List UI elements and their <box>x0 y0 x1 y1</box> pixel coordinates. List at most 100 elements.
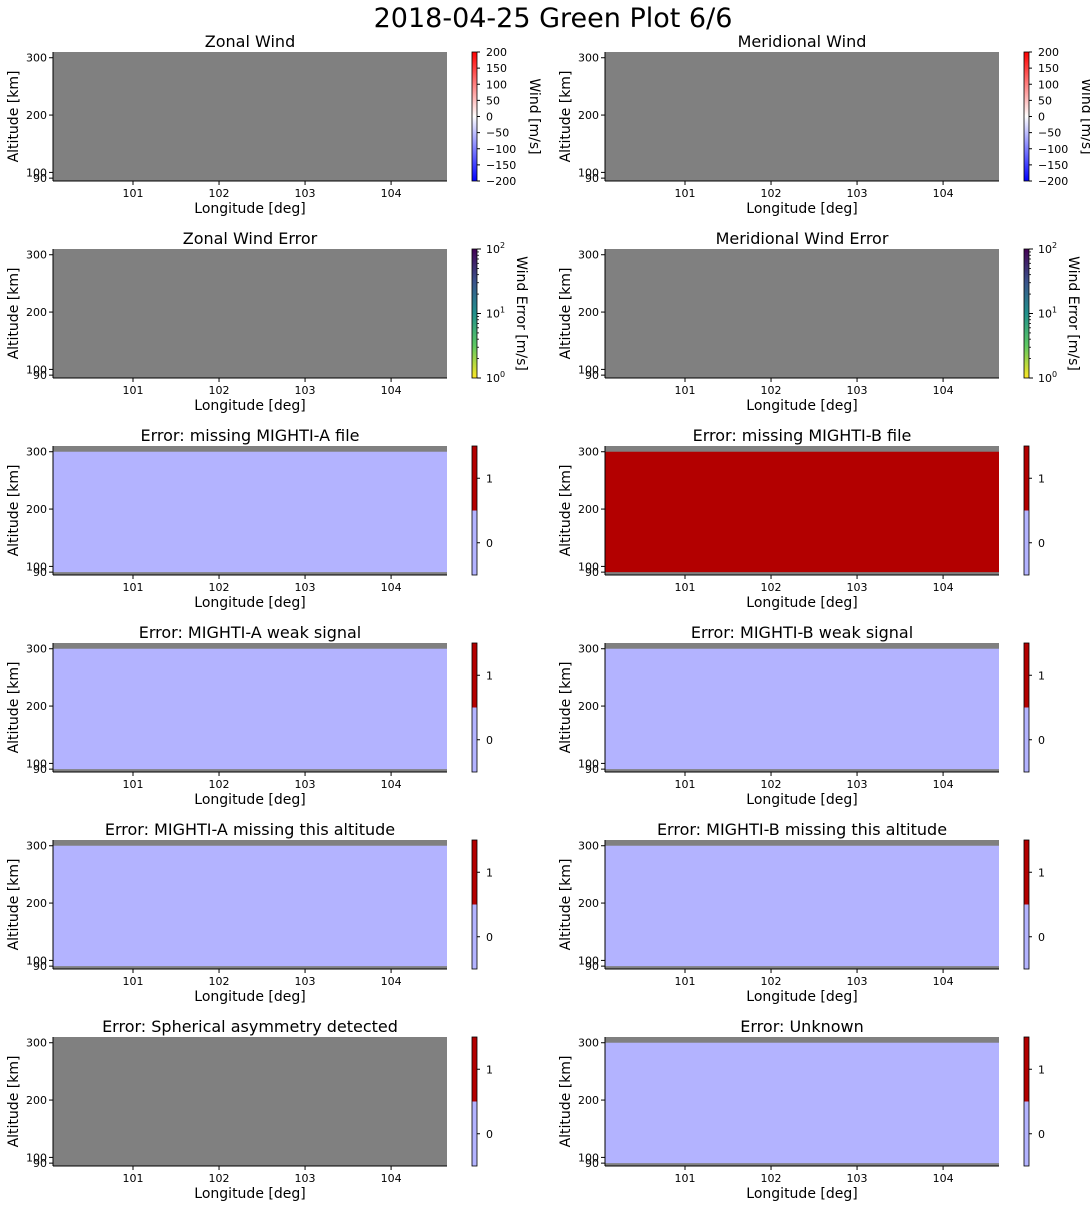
subplot-7: Error: MIGHTI-B weak signal3002001009010… <box>558 623 1045 808</box>
y-tick-label: 100 <box>578 954 599 967</box>
data-band <box>605 451 999 573</box>
colorbar-label: Wind Error [m/s] <box>1065 256 1081 371</box>
x-tick-label: 102 <box>761 975 782 988</box>
y-axis-label: Altitude [km] <box>6 268 22 360</box>
x-tick-label: 102 <box>209 975 230 988</box>
y-tick-label: 100 <box>26 363 47 376</box>
subplot-4: Error: missing MIGHTI-A file300200100901… <box>6 426 493 611</box>
subplot-title: Error: MIGHTI-A missing this altitude <box>105 820 395 839</box>
colorbar-segment-1 <box>472 643 477 708</box>
colorbar-tick-label: −150 <box>1038 159 1068 172</box>
colorbar-tick-label: 0 <box>486 734 493 747</box>
colorbar: 10 <box>471 839 493 970</box>
x-tick-label: 101 <box>675 384 696 397</box>
subplot-title: Meridional Wind <box>738 32 867 51</box>
colorbar: 10 <box>471 1036 493 1167</box>
x-tick-label: 103 <box>847 975 868 988</box>
colorbar-tick-label: 1 <box>486 1063 493 1076</box>
y-tick-label: 90 <box>33 1157 47 1170</box>
y-tick-label: 200 <box>578 306 599 319</box>
y-axis-label: Altitude [km] <box>6 465 22 557</box>
subplot-title: Error: MIGHTI-B weak signal <box>691 623 913 642</box>
x-tick-label: 103 <box>295 778 316 791</box>
colorbar-segment-0 <box>472 707 477 772</box>
y-tick-label: 100 <box>578 363 599 376</box>
nodata-background <box>605 249 999 378</box>
y-tick-label: 300 <box>578 1037 599 1050</box>
subplot-title: Error: MIGHTI-B missing this altitude <box>657 820 947 839</box>
x-tick-label: 104 <box>933 1172 954 1185</box>
colorbar: 102 101 100 Wind Error [m/s] <box>1023 241 1081 385</box>
colorbar-segment-1 <box>472 446 477 511</box>
colorbar-tick-label: 0 <box>1038 1128 1045 1141</box>
x-axis-label: Longitude [deg] <box>746 989 857 1005</box>
colorbar-tick-label: 0 <box>1038 111 1045 124</box>
x-tick-label: 104 <box>381 778 402 791</box>
colorbar-segment-0 <box>1024 510 1029 575</box>
colorbar-tick-label: −50 <box>486 127 509 140</box>
colorbar-tick-label: −200 <box>1038 175 1068 188</box>
x-axis-label: Longitude [deg] <box>746 595 857 611</box>
colorbar-frame <box>1023 642 1030 773</box>
x-tick-label: 101 <box>675 778 696 791</box>
colorbar-gradient <box>471 248 478 379</box>
colorbar: 10 <box>1023 642 1045 773</box>
data-band <box>53 648 447 770</box>
colorbar-tick-label: −200 <box>486 175 516 188</box>
colorbar-tick-label: 101 <box>486 306 505 321</box>
subplot-title: Meridional Wind Error <box>716 229 889 248</box>
nodata-background <box>53 249 447 378</box>
colorbar-segment-0 <box>1024 707 1029 772</box>
y-tick-label: 200 <box>578 1094 599 1107</box>
colorbar-segment-0 <box>472 1101 477 1166</box>
y-tick-label: 200 <box>578 109 599 122</box>
x-tick-label: 103 <box>847 581 868 594</box>
colorbar-frame <box>1023 839 1030 970</box>
colorbar-segment-1 <box>1024 643 1029 708</box>
colorbar-label: Wind [m/s] <box>1078 78 1090 154</box>
x-axis-label: Longitude [deg] <box>194 1186 305 1202</box>
y-tick-label: 300 <box>26 249 47 262</box>
x-tick-label: 102 <box>761 1172 782 1185</box>
colorbar-segment-1 <box>1024 446 1029 511</box>
colorbar-label: Wind [m/s] <box>526 78 542 154</box>
colorbar-tick-label: 100 <box>486 370 505 385</box>
subplot-title: Zonal Wind Error <box>183 229 318 248</box>
colorbar-tick-label: 1 <box>486 866 493 879</box>
x-axis-label: Longitude [deg] <box>194 398 305 414</box>
colorbar-tick-label: 150 <box>1038 62 1059 75</box>
y-tick-label: 200 <box>26 503 47 516</box>
subplot-5: Error: missing MIGHTI-B file300200100901… <box>558 426 1045 611</box>
y-tick-label: 100 <box>578 1151 599 1164</box>
y-tick-label: 200 <box>26 306 47 319</box>
subplot-title: Error: Unknown <box>740 1017 863 1036</box>
data-band <box>605 845 999 967</box>
data-band <box>605 648 999 770</box>
colorbar: 102 101 100 Wind Error [m/s] <box>471 241 529 385</box>
colorbar: 10 <box>1023 1036 1045 1167</box>
subplot-title: Error: Spherical asymmetry detected <box>102 1017 398 1036</box>
colorbar-gradient <box>1023 248 1030 379</box>
colorbar-gradient <box>471 51 478 182</box>
x-tick-label: 104 <box>933 384 954 397</box>
y-axis-label: Altitude [km] <box>6 662 22 754</box>
x-tick-label: 102 <box>761 778 782 791</box>
subplot-title: Error: missing MIGHTI-B file <box>693 426 912 445</box>
y-tick-label: 300 <box>26 840 47 853</box>
y-tick-label: 100 <box>26 166 47 179</box>
colorbar-tick-label: 102 <box>486 241 505 256</box>
x-tick-label: 101 <box>123 384 144 397</box>
colorbar-frame <box>471 642 478 773</box>
colorbar-frame <box>471 1036 478 1167</box>
subplot-title: Error: missing MIGHTI-A file <box>141 426 360 445</box>
x-tick-label: 102 <box>209 778 230 791</box>
colorbar-segment-1 <box>472 1037 477 1102</box>
colorbar-tick-label: 1 <box>486 472 493 485</box>
colorbar-tick-label: 1 <box>486 669 493 682</box>
colorbar-tick-label: 0 <box>1038 537 1045 550</box>
